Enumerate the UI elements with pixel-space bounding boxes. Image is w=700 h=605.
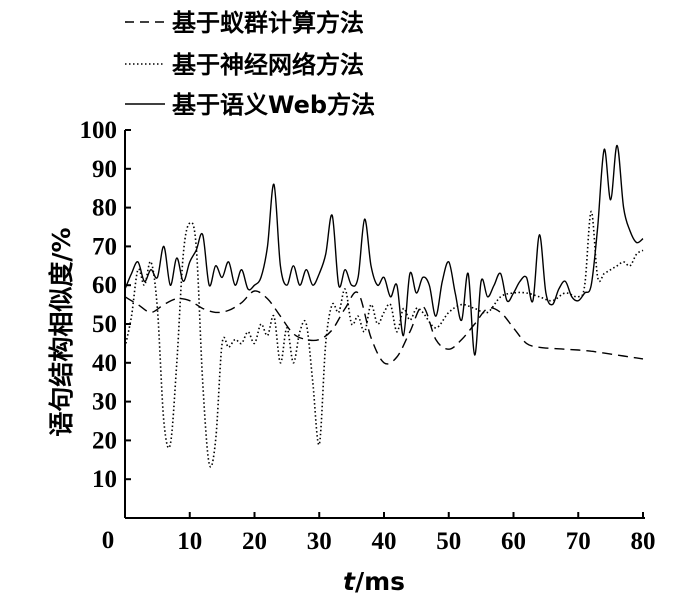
x-axis-ticks: 10 20 30 40 50 60 70 80	[177, 512, 656, 555]
y-tick-label: 30	[92, 389, 117, 416]
series-line-1	[124, 290, 644, 365]
x-axis-label-variable: t	[343, 567, 356, 596]
y-tick-label: 60	[92, 272, 117, 299]
x-axis-label-unit: /ms	[355, 567, 405, 596]
y-tick-label: 70	[92, 233, 117, 260]
plot-area	[124, 144, 644, 468]
y-tick-label: 100	[80, 117, 118, 144]
x-tick-label: 80	[631, 528, 656, 555]
y-axis-ticks: 10 20 30 40 50 60 70 80 90 100	[80, 117, 131, 493]
x-tick-label: 20	[242, 528, 267, 555]
y-axis-label: 语句结构相似度/%	[47, 227, 76, 436]
legend-label-3: 基于语义Web方法	[172, 91, 375, 119]
y-tick-label: 80	[92, 195, 117, 222]
x-tick-label: 70	[566, 528, 591, 555]
y-tick-label: 40	[92, 350, 117, 377]
legend-label-1: 基于蚁群计算方法	[172, 9, 364, 37]
y-tick-label: 10	[92, 466, 117, 493]
x-axis-label: t/ms	[343, 567, 405, 596]
series-line-2	[124, 210, 644, 468]
y-tick-label: 50	[92, 311, 117, 338]
series-line-3	[124, 144, 644, 356]
chart-axes	[124, 130, 645, 519]
x-tick-label: 50	[436, 528, 461, 555]
origin-label: 0	[102, 527, 115, 554]
x-tick-label: 40	[372, 528, 397, 555]
legend-label-2: 基于神经网络方法	[172, 51, 364, 79]
x-tick-label: 10	[177, 528, 202, 555]
y-tick-label: 90	[92, 156, 117, 183]
x-tick-label: 60	[501, 528, 526, 555]
y-tick-label: 20	[92, 427, 117, 454]
x-tick-label: 30	[307, 528, 332, 555]
